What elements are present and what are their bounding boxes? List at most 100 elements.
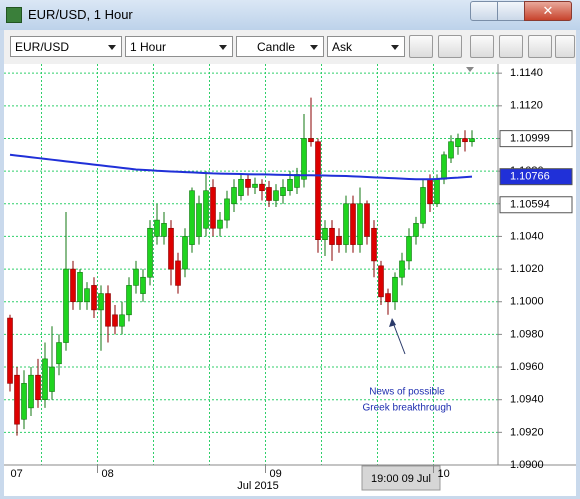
candle-body [42,358,48,400]
candle-body [14,374,20,425]
zoom-out-button[interactable] [528,35,552,58]
candle-body [203,190,209,229]
candle-body [399,260,405,278]
candle-body [322,227,328,240]
candle-body [364,203,370,237]
candle-body [343,203,349,245]
chart: 19:00 09 Jul News of possible Greek brea… [4,64,576,496]
x-tick-label: 09 [270,468,282,480]
zoom-button[interactable] [470,35,494,58]
x-tick-label: 07 [11,468,23,480]
candle-body [63,268,69,343]
candle-body [182,236,188,270]
candle-body [455,138,461,147]
candle-body [259,183,265,192]
close-button[interactable]: ✕ [524,1,572,21]
cursor-label: 19:00 09 Jul [371,473,431,485]
chart-style-dropdown[interactable]: Candle [236,36,324,57]
annotation-text: Greek breakthrough [363,403,452,414]
month-label: Jul 2015 [237,480,279,492]
candle-body [91,285,97,311]
candle-body [133,268,139,286]
candle-body [168,227,174,270]
candle-body [28,374,34,409]
candle-body [217,219,223,229]
candle-body [56,342,62,365]
y-tick-label: 1.0940 [510,394,544,406]
candle-body [245,178,251,188]
candle-body [462,138,468,143]
y-tick-label: 1.1040 [510,230,544,242]
candle-body [224,198,230,221]
price-marker [499,168,573,186]
candle-body [98,293,104,311]
y-tick-label: 1.1120 [510,100,543,112]
candle-body [196,203,202,237]
candle-body [273,190,279,201]
candle-body [406,236,412,262]
candle-body [147,227,153,278]
candle-body [280,187,286,196]
candle-body [189,190,195,245]
candle-body [21,383,27,420]
y-tick-label: 1.1000 [510,296,544,308]
price-marker-label: 1.10594 [510,199,550,211]
candle-body [77,272,83,303]
candle-body [329,227,335,245]
candle-body [336,236,342,245]
candle-body [35,374,41,400]
candle-body [126,285,132,316]
price-side-dropdown[interactable]: Ask [327,36,405,57]
x-tick-label: 08 [102,468,114,480]
y-tick-label: 1.0980 [510,328,544,340]
candle-body [392,276,398,303]
candle-body [308,138,314,143]
toolbar-button[interactable] [409,35,433,58]
symbol-dropdown[interactable]: EUR/USD [10,36,122,57]
candle-body [112,314,118,327]
x-tick-label: 10 [438,468,450,480]
candle-body [385,293,391,303]
candle-body [413,223,419,237]
toolbar-button[interactable] [438,35,462,58]
candle-body [378,265,384,298]
y-tick-label: 1.1140 [510,67,543,79]
price-marker [499,196,573,214]
annotation-arrowhead [389,318,396,327]
candle-body [371,227,377,262]
candle-body [231,187,237,205]
chart-background [4,64,576,496]
toolbar-button[interactable] [555,35,575,58]
candle-body [252,183,258,188]
toolbar: EUR/USD 1 Hour Candle Ask [4,30,576,64]
candle-body [210,187,216,229]
scroll-marker [466,67,474,72]
candle-body [294,174,300,188]
candle-body [350,203,356,245]
zoom-in-button[interactable] [499,35,523,58]
moving-average-line [9,153,473,181]
candle-body [105,293,111,327]
candle-body [238,178,244,196]
candle-body [287,178,293,192]
candle-body [49,366,55,392]
maximize-button[interactable] [497,1,525,21]
candle-body [154,219,160,237]
candle-body [7,317,13,384]
y-tick-label: 1.0960 [510,361,544,373]
minimize-button[interactable] [470,1,498,21]
candle-body [427,178,433,205]
candle-body [434,178,440,205]
candle-body [315,141,321,240]
candle-body [469,138,475,143]
price-marker [499,130,573,148]
candle-body [441,154,447,180]
candle-body [357,203,363,245]
candle-body [161,223,167,237]
y-tick-label: 1.1020 [510,263,544,275]
timeframe-dropdown[interactable]: 1 Hour [125,36,233,57]
title-bar: EUR/USD, 1 Hour ✕ [0,0,580,30]
cursor-label-box [361,465,441,491]
candle-body [420,187,426,224]
